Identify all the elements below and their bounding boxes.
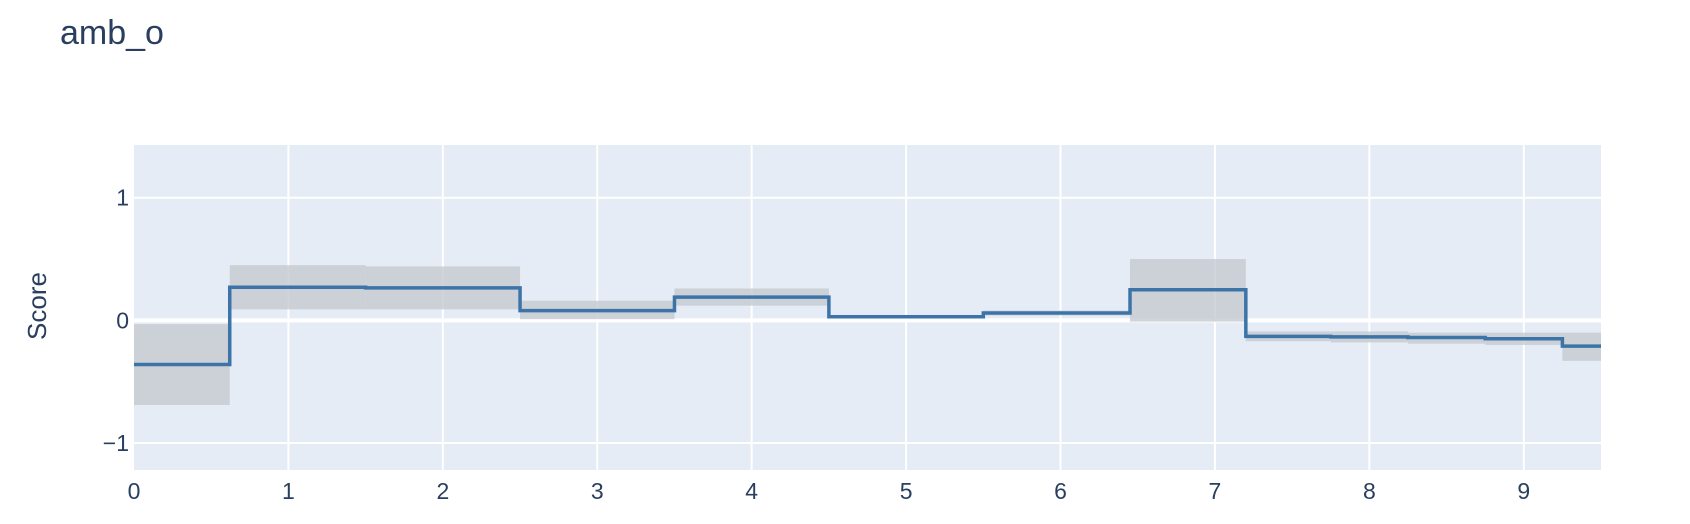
x-tick-label: 5: [900, 478, 913, 504]
y-axis-ticks: −1 0 1: [103, 185, 129, 456]
x-tick-label: 2: [436, 478, 449, 504]
x-axis-ticks: 0 1 2 3 4 5 6 7 8 9: [128, 478, 1531, 504]
y-tick-label: 0: [116, 307, 129, 333]
x-tick-label: 1: [282, 478, 295, 504]
x-tick-label: 0: [128, 478, 141, 504]
score-line-layer: [134, 285, 1601, 367]
x-tick-label: 6: [1054, 478, 1067, 504]
score-line: [134, 285, 1601, 367]
x-tick-label: 9: [1517, 478, 1530, 504]
x-tick-label: 3: [591, 478, 604, 504]
chart-title: amb_o: [60, 14, 164, 52]
y-axis-label: Score: [22, 272, 52, 340]
grid: [134, 145, 1601, 470]
y-tick-label: 1: [116, 185, 129, 211]
x-tick-label: 8: [1363, 478, 1376, 504]
x-tick-label: 4: [745, 478, 758, 504]
y-tick-label: −1: [103, 430, 129, 456]
x-tick-label: 7: [1209, 478, 1222, 504]
